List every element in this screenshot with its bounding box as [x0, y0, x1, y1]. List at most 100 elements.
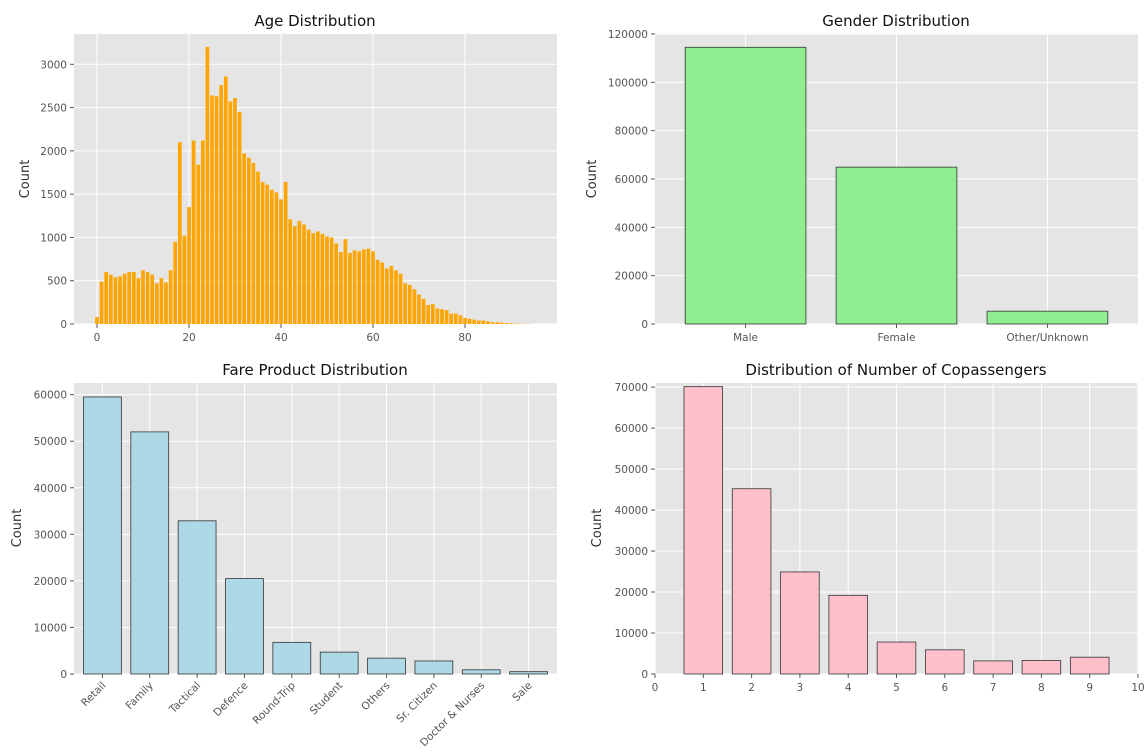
- age-bar: [154, 283, 159, 324]
- age-bar: [403, 283, 408, 324]
- copass-x-tick-label: 10: [1131, 682, 1144, 694]
- age-bar: [297, 220, 302, 324]
- age-bar: [509, 323, 513, 324]
- age-bar: [334, 243, 339, 324]
- age-bar: [421, 298, 426, 324]
- fare-x-tick-label: Defence: [211, 680, 250, 719]
- age-bar: [320, 233, 325, 324]
- age-bar: [325, 236, 329, 324]
- age-bar: [306, 229, 311, 324]
- fare-bar: [272, 641, 312, 675]
- age-bar: [228, 101, 233, 324]
- copass-y-axis-label: Count: [590, 509, 605, 548]
- age-bar: [412, 289, 417, 324]
- age-bar: [191, 140, 196, 324]
- fare-x-tick-label: Retail: [79, 680, 108, 709]
- age-bar: [398, 273, 403, 324]
- age-bar: [205, 46, 210, 324]
- copass-x-tick-label: 3: [797, 682, 804, 694]
- gender-y-tick-label: 120000: [608, 29, 648, 41]
- age-bar: [472, 319, 477, 324]
- age-bar: [260, 182, 265, 324]
- fare-y-tick-label: 60000: [34, 390, 67, 402]
- age-bar: [463, 317, 467, 324]
- age-bar: [150, 274, 155, 324]
- age-bar: [302, 224, 306, 324]
- age-bar: [104, 272, 109, 324]
- copass-y-tick-label: 30000: [615, 546, 648, 558]
- age-x-tick-label: 60: [366, 332, 379, 344]
- age-y-tick-label: 0: [60, 319, 67, 331]
- copass-chart-title: Distribution of Number of Copassengers: [745, 361, 1046, 379]
- age-y-tick-label: 1000: [40, 232, 67, 244]
- gender-bar: [835, 166, 958, 325]
- fare-bar: [509, 671, 548, 675]
- age-bar: [449, 313, 454, 324]
- age-bar: [210, 95, 214, 325]
- copass-bar: [876, 641, 917, 675]
- age-bar: [269, 189, 274, 324]
- gender-y-tick-label: 80000: [615, 126, 648, 138]
- fare-bar: [83, 396, 122, 675]
- age-bar: [141, 270, 145, 324]
- age-plot-area: [74, 34, 557, 324]
- age-bar: [499, 322, 504, 324]
- age-bar: [233, 98, 237, 325]
- age-bar: [265, 184, 270, 324]
- copass-y-tick-label: 50000: [615, 464, 648, 476]
- copass-bar: [731, 488, 772, 675]
- age-bar: [177, 142, 182, 324]
- copass-x-tick-label: 7: [990, 682, 997, 694]
- age-bar: [159, 278, 164, 324]
- age-bar: [279, 199, 283, 324]
- age-bar: [343, 239, 348, 324]
- copass-bar: [1021, 660, 1062, 675]
- age-bar: [283, 182, 288, 324]
- copass-bar: [683, 386, 724, 675]
- age-bar: [173, 241, 178, 324]
- age-bar: [182, 235, 187, 324]
- age-bar: [122, 273, 127, 324]
- age-bar: [219, 85, 224, 325]
- fare-y-tick-label: 30000: [34, 529, 67, 541]
- age-distribution-panel: 0 500 1000 1500 2000 2500 3000 0 20 40 60 80 Age Di…: [18, 12, 557, 344]
- gender-bar: [684, 46, 807, 325]
- age-bar: [352, 250, 357, 324]
- copass-y-tick-label: 10000: [615, 628, 648, 640]
- fare-bar: [367, 657, 406, 675]
- age-bar: [246, 157, 251, 324]
- fare-y-tick-label: 0: [60, 669, 67, 681]
- age-bar: [366, 248, 371, 324]
- age-bar: [242, 153, 247, 324]
- gender-x-tick-label: Other/Unknown: [1006, 332, 1088, 344]
- age-bar: [256, 171, 260, 324]
- copass-bar: [1069, 656, 1110, 675]
- age-bar: [435, 308, 440, 324]
- age-bar: [127, 272, 132, 324]
- age-bar: [389, 266, 394, 324]
- copass-bar: [828, 594, 868, 675]
- fare-chart-title: Fare Product Distribution: [222, 361, 408, 379]
- gender-y-tick-label: 60000: [615, 174, 648, 186]
- gender-y-tick-label: 100000: [608, 77, 648, 89]
- age-bar: [214, 96, 219, 324]
- age-bar: [329, 237, 334, 324]
- age-bar: [118, 276, 122, 324]
- gender-x-tick-label: Male: [733, 332, 758, 344]
- age-bar: [145, 272, 150, 324]
- fare-bar: [319, 651, 359, 675]
- age-bar: [490, 322, 495, 324]
- fare-y-tick-label: 40000: [34, 483, 67, 495]
- fare-x-tick-label: Others: [359, 680, 392, 713]
- copass-x-tick-label: 6: [941, 682, 948, 694]
- copass-y-tick-label: 0: [641, 669, 648, 681]
- fare-bar: [225, 578, 264, 675]
- copass-y-tick-label: 60000: [615, 423, 648, 435]
- fare-bar: [414, 660, 454, 675]
- copass-x-tick-label: 5: [893, 682, 900, 694]
- age-bar: [504, 323, 509, 324]
- age-bar: [375, 259, 380, 324]
- age-bar: [453, 313, 458, 324]
- age-bar: [357, 251, 362, 324]
